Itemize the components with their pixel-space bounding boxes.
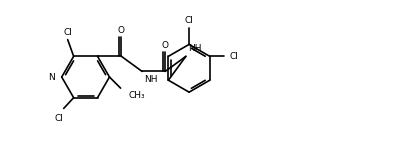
Text: NH: NH: [188, 44, 201, 53]
Text: O: O: [117, 26, 125, 35]
Text: Cl: Cl: [184, 16, 193, 25]
Text: Cl: Cl: [54, 114, 63, 123]
Text: CH₃: CH₃: [128, 91, 145, 100]
Text: NH: NH: [144, 75, 158, 84]
Text: Cl: Cl: [63, 28, 72, 37]
Text: N: N: [48, 73, 54, 82]
Text: Cl: Cl: [229, 52, 237, 61]
Text: O: O: [161, 41, 168, 50]
